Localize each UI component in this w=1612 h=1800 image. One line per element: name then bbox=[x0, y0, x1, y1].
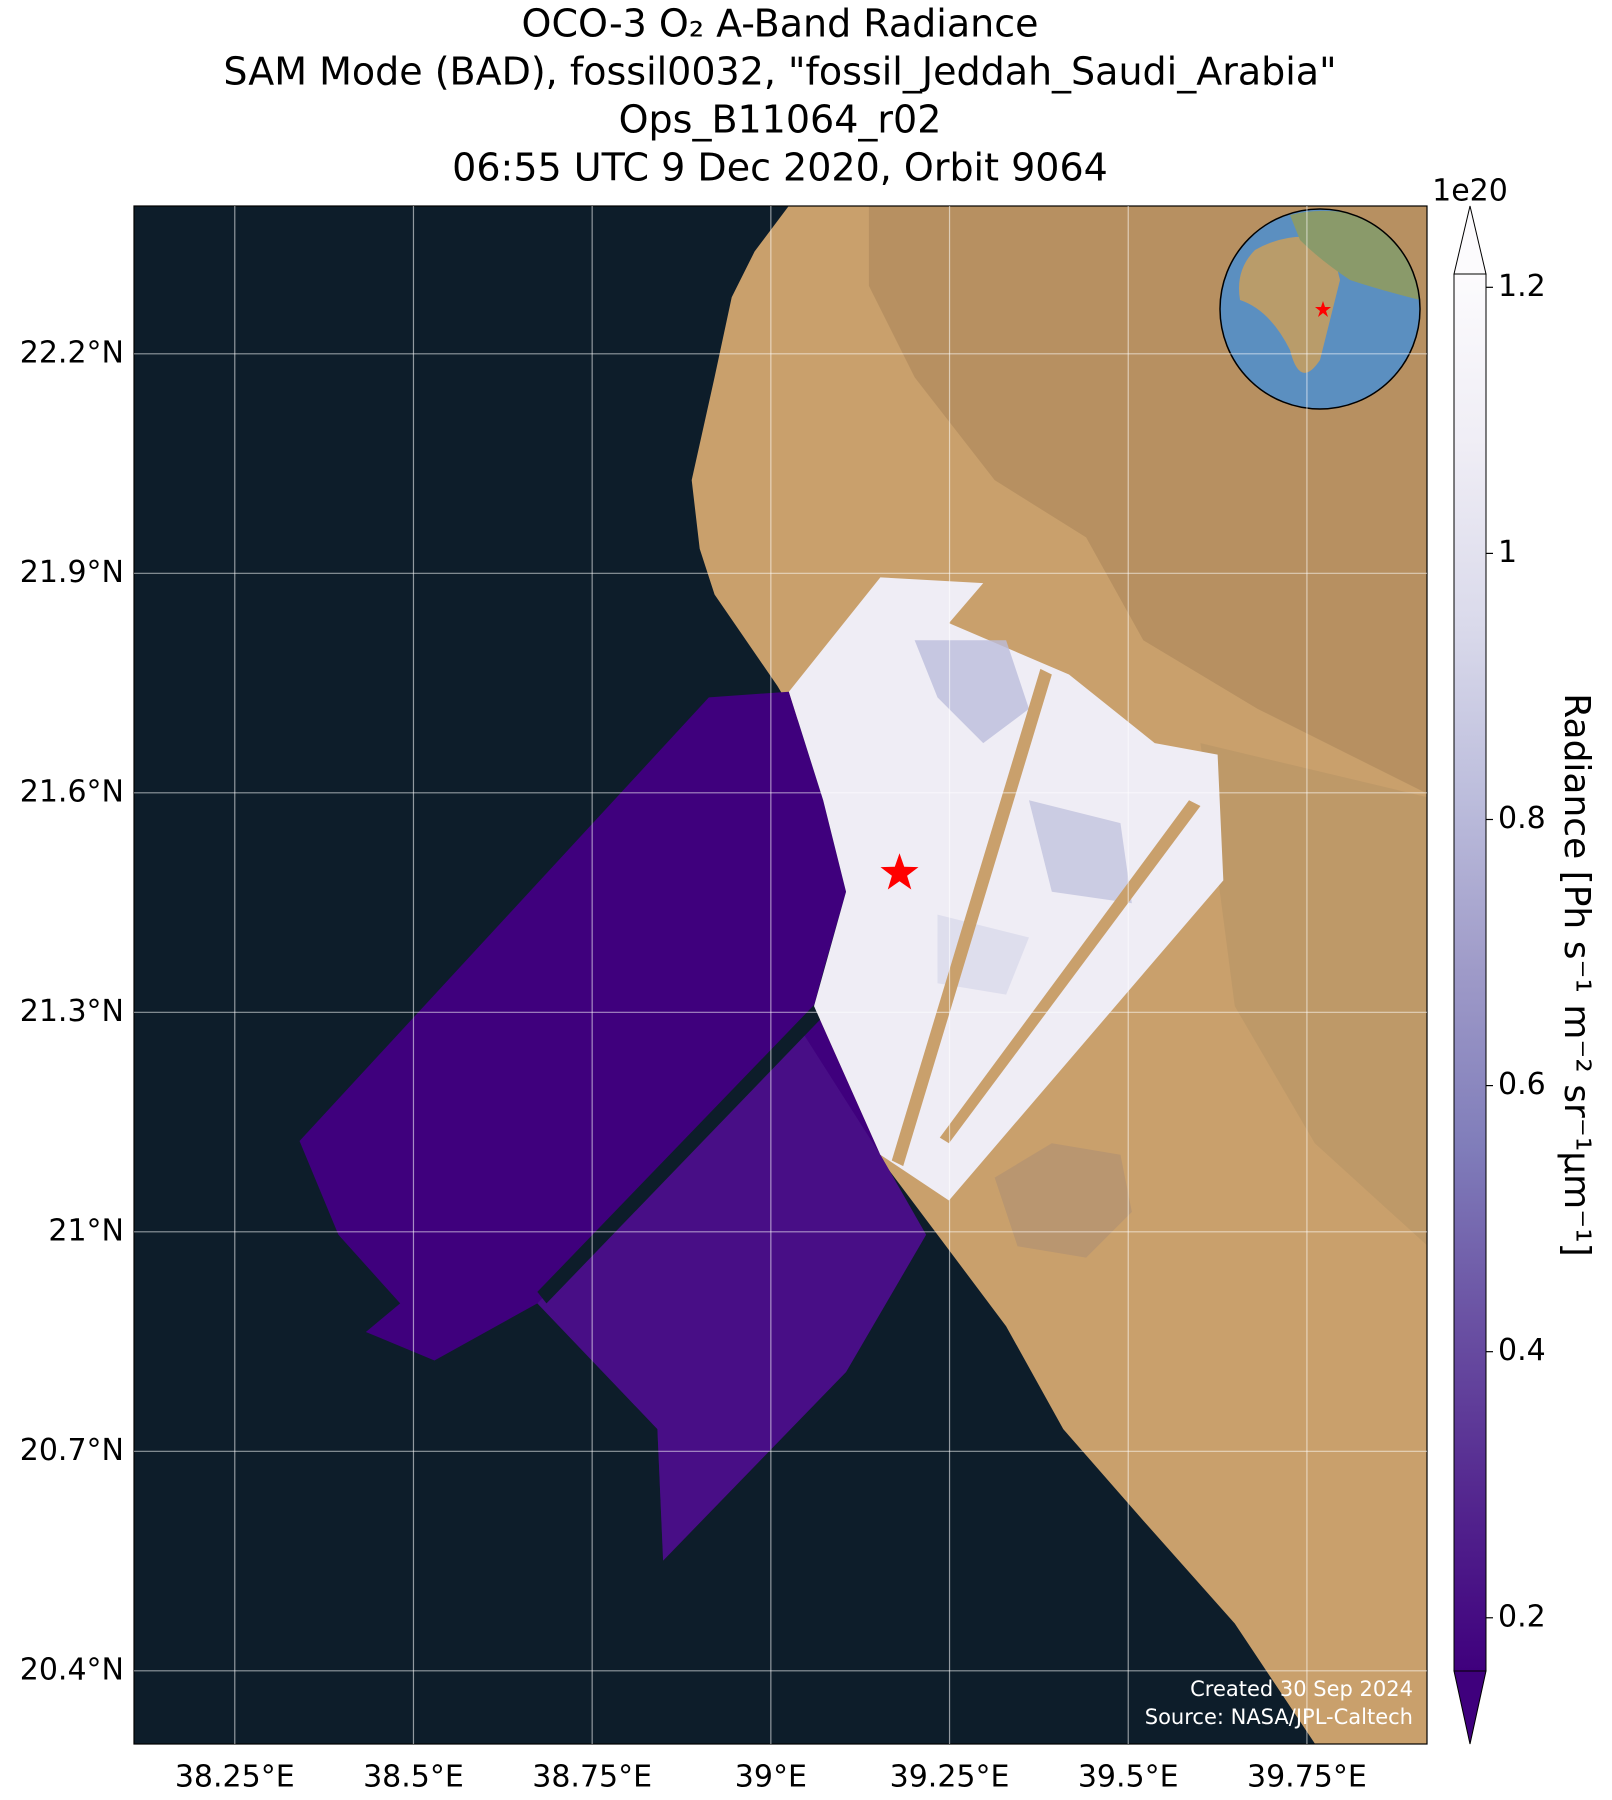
land-shade bbox=[1200, 743, 1427, 1246]
colorbar-tick-label: 0.4 bbox=[1498, 1333, 1546, 1368]
credit: Source: NASA/JPL-Caltech bbox=[1145, 1705, 1413, 1729]
swath-high bbox=[788, 577, 1224, 1201]
colorbar-extend-bottom bbox=[1453, 1670, 1487, 1745]
colorbar-tick-label: 1.2 bbox=[1498, 269, 1546, 304]
colorbar-extend-top bbox=[1453, 205, 1487, 275]
colorbar-tick-label: 0.6 bbox=[1498, 1067, 1546, 1102]
x-tick-label: 39.5°E bbox=[1078, 1760, 1179, 1795]
chart-title: Ops_B11064_r02 bbox=[619, 98, 942, 142]
globe-africa bbox=[1239, 236, 1340, 373]
y-tick-label: 21°N bbox=[48, 1213, 124, 1248]
chart-title: 06:55 UTC 9 Dec 2020, Orbit 9064 bbox=[452, 146, 1108, 190]
swath-mid bbox=[914, 640, 1029, 744]
y-tick-label: 20.7°N bbox=[20, 1433, 124, 1468]
colorbar-tick-label: 0.2 bbox=[1498, 1599, 1546, 1634]
y-tick-label: 21.9°N bbox=[20, 555, 124, 590]
y-tick-label: 20.4°N bbox=[20, 1652, 124, 1687]
colorbar bbox=[1453, 273, 1487, 1672]
colorbar-offset: 1e20 bbox=[1432, 174, 1508, 209]
x-tick-label: 38.25°E bbox=[175, 1760, 295, 1795]
swath-gap bbox=[537, 971, 856, 1304]
y-tick-label: 22.2°N bbox=[20, 335, 124, 370]
swath-low-shade bbox=[537, 1028, 927, 1561]
plain bbox=[994, 1143, 1132, 1258]
y-tick-label: 21.6°N bbox=[20, 774, 124, 809]
x-tick-label: 39°E bbox=[735, 1760, 807, 1795]
x-tick-label: 38.5°E bbox=[363, 1760, 464, 1795]
colorbar-tick-label: 0.8 bbox=[1498, 801, 1546, 836]
map-frame bbox=[133, 205, 1428, 1745]
credit: Created 30 Sep 2024 bbox=[1190, 1677, 1413, 1701]
colorbar-tick-label: 1 bbox=[1498, 535, 1517, 570]
swath-gap bbox=[939, 800, 1201, 1144]
colorbar-label: Radiance [Ph s⁻¹ m⁻² sr⁻¹μm⁻¹] bbox=[1556, 693, 1597, 1256]
chart-title: SAM Mode (BAD), fossil0032, "fossil_Jedd… bbox=[223, 50, 1336, 94]
chart-title: OCO-3 O₂ A-Band Radiance bbox=[522, 2, 1039, 46]
globe-outline bbox=[1219, 208, 1421, 410]
site-marker bbox=[880, 853, 919, 890]
x-tick-label: 39.75°E bbox=[1247, 1760, 1367, 1795]
y-tick-label: 21.3°N bbox=[20, 994, 124, 1029]
x-tick-label: 38.75°E bbox=[532, 1760, 652, 1795]
globe-marker bbox=[1315, 301, 1331, 317]
map bbox=[134, 206, 1427, 1744]
inset-globe bbox=[1219, 208, 1421, 410]
swath-mid bbox=[1028, 800, 1132, 904]
x-tick-label: 39.25°E bbox=[890, 1760, 1010, 1795]
